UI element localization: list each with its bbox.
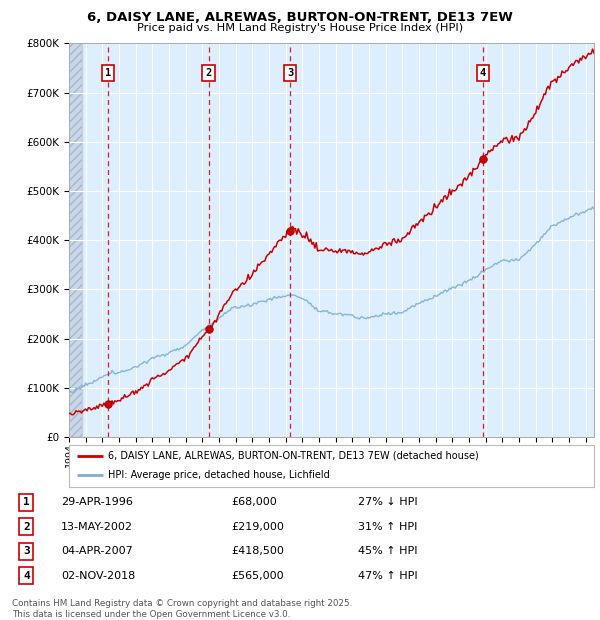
- Text: 2: 2: [23, 522, 30, 532]
- Text: 4: 4: [23, 571, 30, 581]
- Text: 47% ↑ HPI: 47% ↑ HPI: [358, 571, 417, 581]
- Text: 6, DAISY LANE, ALREWAS, BURTON-ON-TRENT, DE13 7EW (detached house): 6, DAISY LANE, ALREWAS, BURTON-ON-TRENT,…: [109, 451, 479, 461]
- Text: £68,000: £68,000: [231, 497, 277, 507]
- Text: 27% ↓ HPI: 27% ↓ HPI: [358, 497, 417, 507]
- Text: 3: 3: [287, 68, 293, 78]
- Text: 04-APR-2007: 04-APR-2007: [61, 546, 133, 556]
- Text: £565,000: £565,000: [231, 571, 284, 581]
- Bar: [69, 43, 82, 437]
- Text: £219,000: £219,000: [231, 522, 284, 532]
- Text: 3: 3: [23, 546, 30, 556]
- Text: £418,500: £418,500: [231, 546, 284, 556]
- Text: 6, DAISY LANE, ALREWAS, BURTON-ON-TRENT, DE13 7EW: 6, DAISY LANE, ALREWAS, BURTON-ON-TRENT,…: [87, 11, 513, 24]
- Text: 1: 1: [105, 68, 111, 78]
- Text: 45% ↑ HPI: 45% ↑ HPI: [358, 546, 417, 556]
- Text: HPI: Average price, detached house, Lichfield: HPI: Average price, detached house, Lich…: [109, 471, 330, 480]
- Text: Price paid vs. HM Land Registry's House Price Index (HPI): Price paid vs. HM Land Registry's House …: [137, 23, 463, 33]
- Text: 2: 2: [205, 68, 212, 78]
- Text: 31% ↑ HPI: 31% ↑ HPI: [358, 522, 417, 532]
- Text: 1: 1: [23, 497, 30, 507]
- Text: 13-MAY-2002: 13-MAY-2002: [61, 522, 133, 532]
- Text: Contains HM Land Registry data © Crown copyright and database right 2025.
This d: Contains HM Land Registry data © Crown c…: [12, 600, 352, 619]
- Text: 4: 4: [480, 68, 486, 78]
- Text: 29-APR-1996: 29-APR-1996: [61, 497, 133, 507]
- Text: 02-NOV-2018: 02-NOV-2018: [61, 571, 135, 581]
- Bar: [69, 43, 82, 437]
